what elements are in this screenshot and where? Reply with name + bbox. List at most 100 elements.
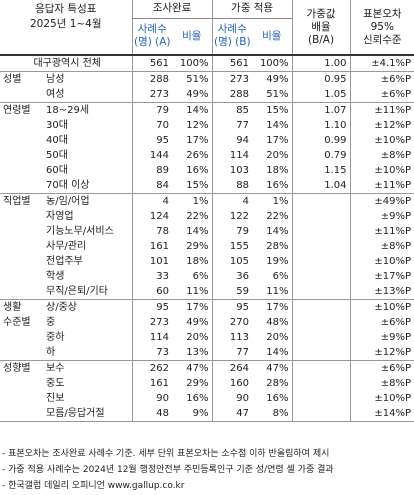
ratio-b: 15% xyxy=(266,105,289,116)
ratio-a: 15% xyxy=(172,178,213,194)
cases-a: 84 xyxy=(131,178,172,194)
table-row: 여성 273 49% 288 51% 1.05 ±6%P xyxy=(0,87,414,103)
cases-a: 101 xyxy=(131,254,172,269)
respondent-characteristics-table: 응답자 특성표 조사완료 가중 적용 가중값 배율 (B/A) 표본오차 95%… xyxy=(0,0,414,422)
cases-a: 89 xyxy=(131,163,172,178)
weight-ratio xyxy=(291,406,351,422)
footnotes: - 표본오차는 조사완료 사례수 기준. 세부 단위 표본오차는 소수점 이하 … xyxy=(0,446,414,494)
table-row: 성별 남성 288 51% 273 49% 0.95 ±6%P xyxy=(0,71,414,103)
table-row: 중하 114 20% 113 20% ±9%P xyxy=(0,330,414,345)
table-row: 진보 90 16% 90 16% ±10%P xyxy=(0,391,414,406)
weight-ratio: 1.05 xyxy=(291,87,351,103)
cases-a: 78 xyxy=(131,224,172,239)
cases-a: 144 xyxy=(131,148,172,163)
cases-a: 161 xyxy=(131,239,172,254)
cases-a: 48 xyxy=(131,406,172,422)
cases-a: 288 xyxy=(131,71,172,87)
cases-b: 77 xyxy=(211,345,253,361)
cases-b: 155 xyxy=(211,239,253,254)
cases-a: 4 xyxy=(131,193,172,209)
sampling-error: ±13%P xyxy=(349,284,414,300)
cases-a: 73 xyxy=(131,345,172,361)
cases-b: 273 xyxy=(211,71,253,87)
sampling-error: ±9%P xyxy=(349,330,414,345)
ratio-b: 16% xyxy=(252,178,293,194)
ratio-b: 48% xyxy=(266,317,289,328)
ratio-a: 16% xyxy=(186,165,209,176)
table-row: 자영업 124 22% 122 22% ±9%P xyxy=(0,209,414,224)
ratio-a: 11% xyxy=(172,284,213,300)
sampling-error: ±4.1%P xyxy=(349,55,414,72)
section-label: 직업별 xyxy=(0,193,44,300)
table-row: 중 273 49% 270 48% ±6%P xyxy=(0,315,414,330)
row-label: 40대 xyxy=(46,135,68,146)
ratio-b: 14% xyxy=(252,345,293,361)
sampling-error: ±6%P xyxy=(349,360,414,376)
weight-ratio: 1.15 xyxy=(291,163,351,178)
row-label: 60대 xyxy=(46,165,68,176)
ratio-a: 16% xyxy=(186,393,209,404)
sampling-error: ±8%P xyxy=(349,239,414,254)
ratio-b: 14% xyxy=(266,120,289,131)
ratio-b: 20% xyxy=(266,332,289,343)
table-row: 60대 89 16% 103 18% 1.15 ±10%P xyxy=(0,163,414,178)
cases-a: 262 xyxy=(131,360,172,376)
weight-ratio xyxy=(291,193,351,209)
sampling-error: ±10%P xyxy=(349,163,414,178)
cases-b: 59 xyxy=(211,284,253,300)
sampling-error: ±11%P xyxy=(349,102,414,118)
ratio-b: 14% xyxy=(266,226,289,237)
sampling-error: ±17%P xyxy=(349,269,414,284)
cases-b: 94 xyxy=(211,133,253,148)
footnote-3: - 한국갤럽 데일리 오피니언 www.gallup.co.kr xyxy=(2,481,185,491)
row-label: 진보 xyxy=(46,393,65,404)
cases-b: 264 xyxy=(211,360,253,376)
ratio-b: 100% xyxy=(252,55,293,72)
table-body: 대구광역시 전체 561 100% 561 100% 1.00 ±4.1%P 성별 남성 288 5… xyxy=(0,55,414,422)
row-label: 18~29세 xyxy=(46,105,90,116)
ratio-a: 47% xyxy=(186,363,209,374)
table-row: 사무/관리 161 29% 155 28% ±8%P xyxy=(0,239,414,254)
sampling-error: ±49%P xyxy=(349,193,414,209)
header-cases-a: 사례수 (명) (A) xyxy=(131,18,172,56)
header-cases-b: 사례수 (명) (B) xyxy=(211,18,253,56)
row-label: 모름/응답거절 xyxy=(44,406,132,422)
header-cases-a-text: 사례수 (명) (A) xyxy=(133,23,171,49)
weight-ratio xyxy=(291,315,351,330)
table-row: 생활 수준별 상/중상 95 17% 95 17% ±10%P xyxy=(0,299,414,361)
sampling-error: ±9%P xyxy=(349,209,414,224)
ratio-a: 26% xyxy=(186,150,209,161)
sampling-error: ±8%P xyxy=(349,148,414,163)
cases-a: 79 xyxy=(131,102,172,118)
cases-b: 160 xyxy=(211,376,253,391)
row-label: 사무/관리 xyxy=(46,241,87,252)
cases-b: 90 xyxy=(211,391,253,406)
ratio-b: 19% xyxy=(266,256,289,267)
weight-ratio: 0.79 xyxy=(291,148,351,163)
weight-ratio: 0.95 xyxy=(291,71,351,87)
ratio-a: 17% xyxy=(186,135,209,146)
table-row: 학생 33 6% 36 6% ±17%P xyxy=(0,269,414,284)
sampling-error: ±11%P xyxy=(349,178,414,194)
weight-ratio xyxy=(291,224,351,239)
header-error-text: 표본오차 95% 신뢰수준 xyxy=(362,7,402,46)
cases-a: 33 xyxy=(131,269,172,284)
weight-ratio xyxy=(291,254,351,269)
cases-b: 77 xyxy=(211,118,253,133)
cases-b: 47 xyxy=(211,406,253,422)
weight-ratio xyxy=(291,299,351,315)
cases-b: 113 xyxy=(211,330,253,345)
ratio-a: 14% xyxy=(186,105,209,116)
row-label: 50대 xyxy=(46,150,68,161)
ratio-b: 16% xyxy=(266,393,289,404)
section-label: 연령별 xyxy=(0,102,44,194)
weight-ratio: 1.00 xyxy=(291,55,351,72)
cases-b: 4 xyxy=(211,193,253,209)
cases-a: 95 xyxy=(131,133,172,148)
weight-ratio xyxy=(291,360,351,376)
row-label: 전업주부 xyxy=(46,256,83,267)
ratio-b: 22% xyxy=(266,211,289,222)
header-weighted-group: 가중 적용 xyxy=(211,0,293,19)
ratio-b: 28% xyxy=(266,378,289,389)
header-cases-b-text: 사례수 (명) (B) xyxy=(213,23,251,49)
